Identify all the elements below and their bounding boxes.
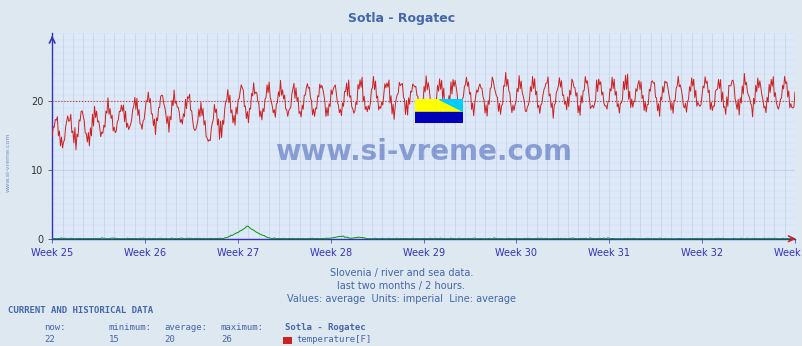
Polygon shape: [414, 99, 463, 111]
Text: average:: average:: [164, 323, 208, 332]
Text: 22: 22: [44, 335, 55, 344]
Text: minimum:: minimum:: [108, 323, 152, 332]
Text: now:: now:: [44, 323, 66, 332]
Text: www.si-vreme.com: www.si-vreme.com: [6, 133, 10, 192]
Polygon shape: [438, 99, 463, 111]
Text: Slovenia / river and sea data.: Slovenia / river and sea data.: [330, 268, 472, 278]
Text: Sotla - Rogatec: Sotla - Rogatec: [347, 12, 455, 25]
Text: www.si-vreme.com: www.si-vreme.com: [275, 138, 571, 166]
Text: maximum:: maximum:: [221, 323, 264, 332]
Text: 26: 26: [221, 335, 231, 344]
Text: Sotla - Rogatec: Sotla - Rogatec: [285, 323, 365, 332]
Text: 20: 20: [164, 335, 175, 344]
Text: last two months / 2 hours.: last two months / 2 hours.: [337, 281, 465, 291]
Text: temperature[F]: temperature[F]: [296, 335, 371, 344]
Text: 15: 15: [108, 335, 119, 344]
Text: CURRENT AND HISTORICAL DATA: CURRENT AND HISTORICAL DATA: [8, 306, 153, 315]
Polygon shape: [414, 111, 463, 124]
Text: Values: average  Units: imperial  Line: average: Values: average Units: imperial Line: av…: [286, 294, 516, 304]
